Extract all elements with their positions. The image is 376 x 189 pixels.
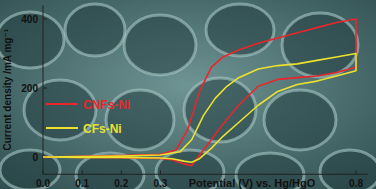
cv-curve (43, 19, 356, 166)
sem-cell (0, 150, 60, 189)
y-tick (43, 88, 47, 89)
sem-cell (65, 4, 125, 56)
legend-swatch (46, 127, 78, 129)
sem-cell (320, 150, 376, 189)
x-tick (121, 170, 122, 174)
y-axis (43, 5, 44, 174)
x-tick (356, 170, 357, 174)
x-tick (160, 170, 161, 174)
sem-cell (206, 4, 274, 56)
y-tick-label: 200 (21, 83, 38, 94)
sem-cell (282, 13, 358, 77)
x-tick-label: 0.2 (114, 178, 128, 189)
y-tick-label: 0 (32, 152, 38, 163)
legend-swatch (46, 103, 78, 105)
x-tick-label: 0.8 (349, 178, 363, 189)
x-tick-label: 0.0 (36, 178, 50, 189)
x-axis-label: Potential (V) vs. Hg/HgO (189, 177, 316, 189)
x-tick (43, 170, 44, 174)
cv-curve (43, 54, 356, 163)
legend-label: CNFs-Ni (83, 98, 130, 112)
x-tick-label: 0.3 (153, 178, 167, 189)
x-tick-label: 0.1 (75, 178, 89, 189)
sem-cell (124, 15, 196, 75)
x-tick (82, 170, 83, 174)
legend-label: CFs-Ni (83, 122, 122, 136)
plot-area (43, 19, 356, 166)
y-axis-label: Current density /mA mg⁻¹ (2, 28, 13, 150)
sem-cell (264, 90, 336, 150)
x-axis (43, 174, 368, 175)
y-tick-label: 400 (21, 14, 38, 25)
y-tick (43, 19, 47, 20)
